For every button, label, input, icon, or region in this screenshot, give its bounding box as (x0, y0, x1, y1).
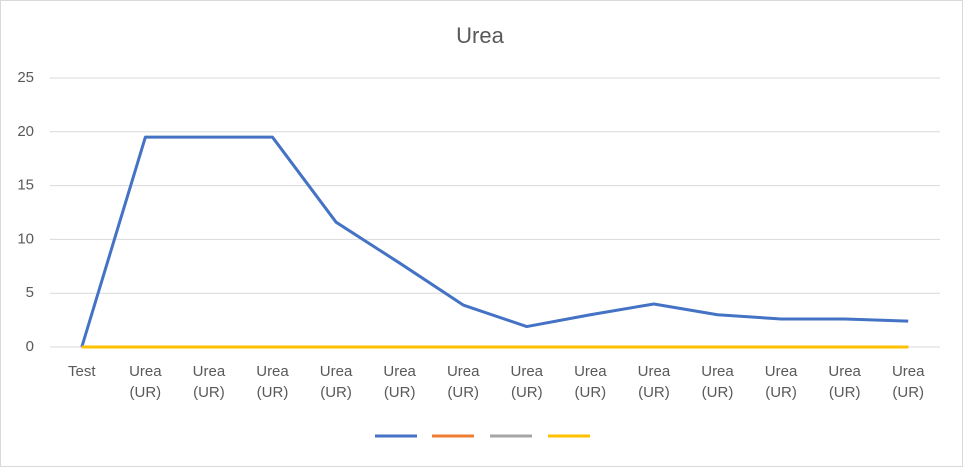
x-tick-label: Urea (UR) (256, 363, 289, 401)
x-tick-label: Urea (UR) (764, 363, 798, 401)
y-tick-label: 10 (17, 230, 34, 247)
y-tick-label: 15 (17, 177, 34, 194)
x-tick-label: Urea (UR) (891, 363, 925, 401)
chart-title: Urea (456, 23, 504, 48)
x-tick-label: Urea (UR) (828, 363, 861, 401)
x-tick-label: Urea (UR) (129, 363, 162, 401)
y-tick-label: 20 (17, 123, 34, 140)
series-line (80, 135, 909, 348)
y-tick-label: 0 (26, 338, 34, 355)
y-tick-label: 25 (17, 69, 34, 86)
y-tick-label: 5 (26, 284, 34, 301)
x-tick-label: Urea (UR) (574, 363, 607, 401)
x-tick-label: Urea (UR) (383, 363, 416, 401)
x-tick-label: Urea (UR) (637, 363, 671, 401)
x-tick-label: Urea (UR) (319, 363, 353, 401)
x-tick-label: Urea (UR) (446, 363, 480, 401)
x-tick-label: Urea (UR) (701, 363, 734, 401)
x-tick-label: Urea (UR) (510, 363, 544, 401)
x-tick-label: Urea (UR) (192, 363, 226, 401)
x-tick-label: Test (68, 363, 96, 380)
